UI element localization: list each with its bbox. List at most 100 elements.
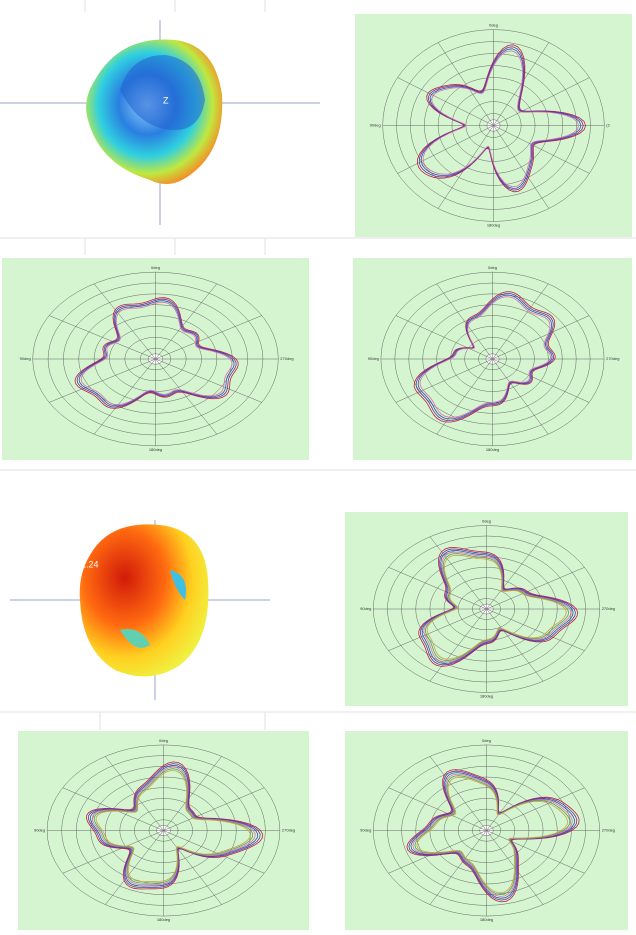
spoke [388,830,487,874]
polar-panel: 0deg 180deg 90deg 270deg [18,731,309,930]
angle-label: 270deg [602,828,615,833]
pattern-trace [95,769,251,883]
spoke [397,77,494,126]
pattern-trace [418,547,579,667]
pattern-trace [93,768,254,884]
pattern-trace [80,301,233,406]
pattern-trace [86,761,264,890]
polar-panel: 0deg 180deg 90deg 270deg [345,731,628,930]
angle-label: 270deg [280,356,293,361]
pattern-trace [87,763,261,888]
spoke [62,830,164,874]
spoke [93,283,156,360]
spoke [493,125,550,209]
angle-label: 90deg [34,828,45,833]
pattern-trace [410,772,575,899]
pattern-3d-b [10,520,270,700]
pattern-trace [91,766,256,886]
polar-panel: 0deg 180deg 90deg 270deg [2,258,309,460]
spoke [486,608,544,682]
spoke [395,315,493,360]
spoke [492,283,549,360]
angle-label: 90deg [370,123,381,128]
spoke [395,358,493,403]
spoke [163,756,222,831]
pattern-trace [414,775,571,896]
spoke [155,283,218,360]
polar-panel: 0deg 180deg 90deg 270deg [345,512,628,706]
spoke [486,787,585,831]
pattern-trace [425,553,570,662]
pattern-label: Z [163,95,169,105]
spoke [105,830,164,905]
spoke [93,358,156,435]
angle-label: 90deg [360,828,371,833]
angle-label: 0deg [489,23,498,28]
spoke [492,315,590,360]
sheet-grid [0,0,636,730]
angle-label: 180deg [149,447,162,452]
spoke [388,787,487,831]
pattern-label: 1.24 [81,559,99,569]
spoke [163,787,265,831]
spoke [486,756,544,831]
spoke [486,567,585,610]
spoke [49,315,156,360]
spoke [493,77,590,126]
pattern-trace [76,298,237,408]
spoke [492,358,549,435]
spoke [486,536,544,610]
angle-label: 180deg [157,917,170,922]
spoke [429,756,487,831]
pattern-3d-a [0,20,320,225]
spoke [429,830,487,905]
spoke [155,358,218,435]
spoke [493,125,590,174]
spoke [486,608,585,651]
spoke [49,358,156,403]
pattern-trace [406,769,580,903]
angle-label: 180deg [480,917,493,922]
angle-label: 270deg [282,828,295,833]
angle-label: 0deg [488,265,497,270]
angle-label: 270deg [606,356,619,361]
angle-label: 0deg [482,519,491,524]
spoke [429,608,487,682]
spoke [493,42,550,126]
pattern-trace [421,550,574,664]
angle-label: 180deg [486,447,499,452]
angle-label: 270deg [602,606,615,611]
spoke [397,125,494,174]
pattern-trace [419,296,552,418]
angle-label: (2 [606,123,610,128]
spoke [436,283,493,360]
pattern-trace [89,764,259,887]
spoke [486,830,585,874]
pattern-trace [412,773,573,897]
spoke [492,358,590,403]
pattern-trace [422,50,580,188]
spoke [388,608,487,651]
spoke [388,567,487,610]
spoke [163,830,222,905]
angle-label: 0deg [151,265,160,270]
pattern-trace [420,548,576,666]
angle-label: 90deg [360,606,371,611]
angle-label: 90deg [20,356,31,361]
polar-panel: 0deg 180deg 90deg 270deg [353,258,632,460]
spoke [429,536,487,610]
pattern-trace [74,297,239,409]
pattern-trace [78,300,235,407]
angle-label: 180deg [480,693,493,698]
angle-label: 180deg [487,222,500,227]
polar-panel: 0deg 180deg 90deg (2 [355,14,632,237]
angle-label: 0deg [482,738,491,743]
spoke [437,42,494,126]
pattern-trace [426,554,567,660]
spoke [155,358,262,403]
angle-label: 0deg [159,738,168,743]
pattern-trace [408,770,578,901]
spoke [155,315,262,360]
spoke [105,756,164,831]
